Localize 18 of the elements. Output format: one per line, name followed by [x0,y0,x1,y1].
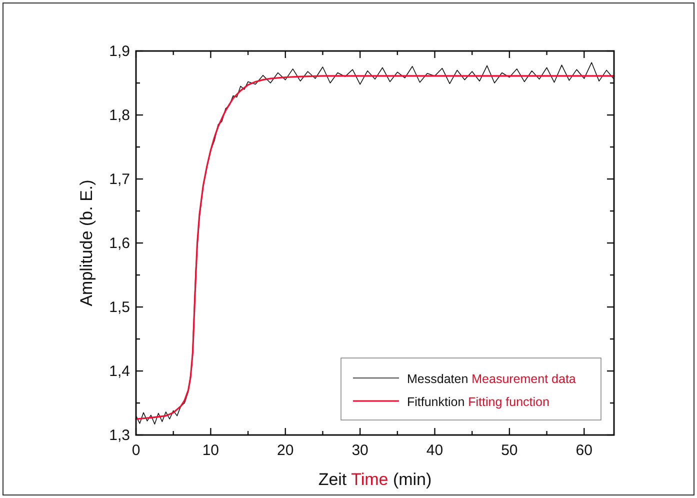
y-tick-label: 1,9 [109,43,130,60]
y-tick-label: 1,4 [109,363,130,380]
x-axis-title: Zeit Time (min) [318,470,432,489]
x-tick-label: 10 [202,442,220,459]
y-tick-label: 1,3 [109,427,130,444]
y-tick-label: 1,7 [109,171,130,188]
y-tick-label: 1,5 [109,299,130,316]
x-tick-label: 60 [576,442,592,459]
x-tick-label: 0 [132,442,140,459]
y-axis-title: Amplitude (b. E.) [77,180,96,306]
x-tick-label: 40 [426,442,444,459]
legend-label: Fitfunktion Fitting function [407,395,550,409]
y-tick-label: 1,8 [109,107,130,124]
y-tick-label: 1,6 [109,235,130,252]
x-tick-label: 20 [277,442,294,459]
x-tick-label: 30 [352,442,368,459]
legend-label: Messdaten Measurement data [407,372,576,386]
x-tick-label: 50 [501,442,518,459]
